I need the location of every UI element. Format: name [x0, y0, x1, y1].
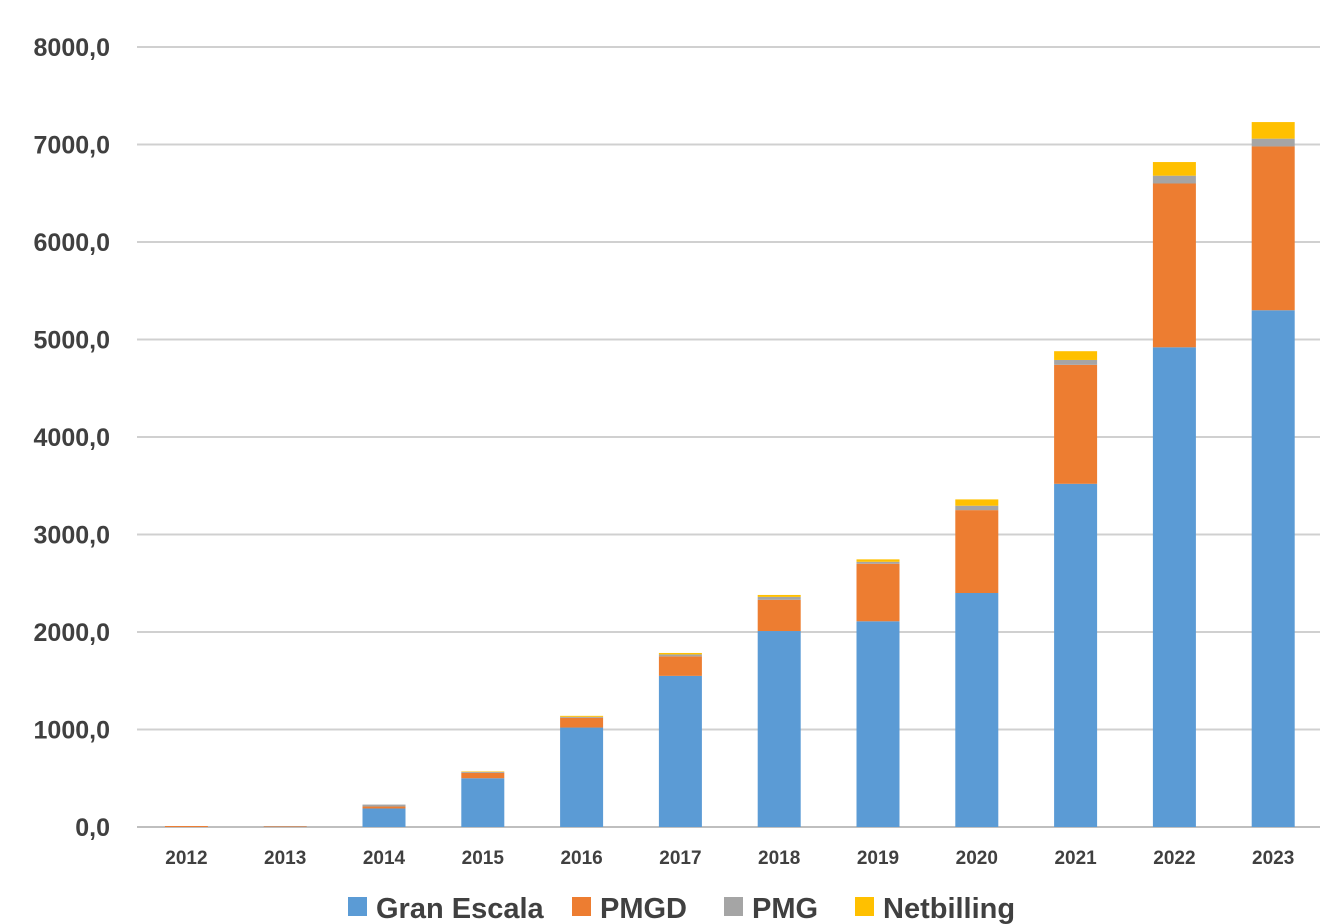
- bar-segment: [164, 826, 208, 827]
- bar-segment: [362, 804, 406, 807]
- legend-swatch: [572, 897, 591, 916]
- legend-swatch: [724, 897, 743, 916]
- legend-label: PMGD: [600, 893, 687, 924]
- bar-segment: [955, 505, 999, 511]
- bar-segment: [955, 510, 999, 593]
- bar-segment: [658, 654, 702, 657]
- bar-segment: [263, 826, 307, 827]
- bar-segment: [1152, 347, 1196, 827]
- y-tick-label: 7000,0: [34, 132, 110, 160]
- x-tick-label: 2014: [363, 848, 406, 869]
- legend-swatch: [855, 897, 874, 916]
- bars: [164, 122, 1295, 828]
- x-tick-label: 2023: [1252, 848, 1294, 869]
- y-tick-label: 2000,0: [34, 619, 110, 647]
- y-tick-label: 1000,0: [34, 717, 110, 745]
- y-tick-label: 6000,0: [34, 229, 110, 257]
- bar-segment: [757, 631, 801, 827]
- bar-segment: [955, 593, 999, 827]
- x-tick-label: 2013: [264, 848, 306, 869]
- x-tick-label: 2017: [659, 848, 701, 869]
- bar-segment: [1251, 146, 1295, 311]
- x-tick-label: 2021: [1054, 848, 1097, 869]
- bar-segment: [1251, 122, 1295, 139]
- bar-segment: [461, 772, 505, 779]
- bar-segment: [461, 771, 505, 773]
- x-axis-ticks: 2012 2013 2014 2015 2016 2017 2018 2019 2020 2021…: [165, 848, 1294, 869]
- bar-segment: [856, 561, 900, 564]
- bar-segment: [1054, 359, 1098, 365]
- y-tick-label: 3000,0: [34, 522, 110, 550]
- x-tick-label: 2012: [165, 848, 207, 869]
- bar-segment: [955, 499, 999, 506]
- bar-segment: [1152, 162, 1196, 176]
- bar-segment: [856, 621, 900, 827]
- y-tick-label: 5000,0: [34, 327, 110, 355]
- legend-swatch: [348, 897, 367, 916]
- bar-segment: [1251, 138, 1295, 147]
- bar-segment: [856, 559, 900, 562]
- bar-segment: [560, 715, 604, 717]
- bar-segment: [263, 826, 307, 828]
- bar-segment: [1054, 364, 1098, 484]
- bar-segment: [1054, 351, 1098, 360]
- bar-segment: [1152, 175, 1196, 184]
- bar-segment: [757, 596, 801, 600]
- bar-segment: [757, 599, 801, 632]
- x-tick-label: 2020: [956, 848, 998, 869]
- bar-segment: [856, 563, 900, 622]
- bar-segment: [658, 675, 702, 827]
- bar-segment: [560, 727, 604, 827]
- bar-segment: [362, 806, 406, 809]
- y-axis-ticks: 0,0 1000,0 2000,0 3000,0 4000,0 5000,0 6000,0 7…: [34, 34, 110, 842]
- x-tick-label: 2022: [1153, 848, 1195, 869]
- x-tick-label: 2019: [857, 848, 899, 869]
- legend-label: PMG: [752, 893, 818, 924]
- bar-segment: [560, 716, 604, 718]
- y-tick-label: 8000,0: [34, 34, 110, 62]
- bar-segment: [461, 778, 505, 827]
- bar-segment: [658, 656, 702, 676]
- x-tick-label: 2015: [462, 848, 505, 869]
- bar-segment: [461, 771, 505, 772]
- y-tick-label: 4000,0: [34, 424, 110, 452]
- bar-segment: [1054, 483, 1098, 827]
- bar-segment: [560, 717, 604, 728]
- x-tick-label: 2016: [560, 848, 602, 869]
- y-tick-label: 0,0: [75, 814, 110, 842]
- legend: Gran Escala PMGD PMG Netbilling: [348, 893, 1015, 924]
- legend-label: Netbilling: [883, 893, 1015, 924]
- bar-segment: [1152, 183, 1196, 348]
- bar-segment: [658, 652, 702, 655]
- gridlines: [137, 46, 1320, 828]
- bar-segment: [362, 808, 406, 827]
- bar-segment: [757, 594, 801, 597]
- x-tick-label: 2018: [758, 848, 800, 869]
- bar-segment: [1251, 310, 1295, 827]
- legend-label: Gran Escala: [376, 893, 545, 924]
